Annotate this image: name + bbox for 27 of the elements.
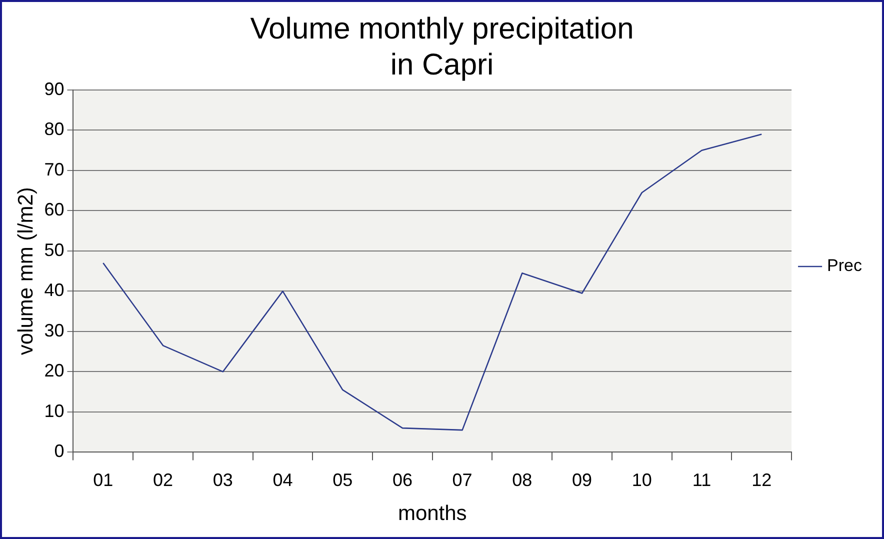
y-axis-title: volume mm (l/m2) bbox=[14, 187, 38, 356]
y-tick-label: 0 bbox=[54, 441, 64, 462]
x-tick-label: 12 bbox=[752, 470, 772, 490]
y-tick-label: 90 bbox=[44, 78, 64, 99]
x-tick-label: 08 bbox=[512, 470, 532, 490]
x-tick-label: 06 bbox=[392, 470, 412, 490]
x-tick-label: 04 bbox=[272, 470, 293, 490]
x-tick-label: 05 bbox=[332, 470, 353, 490]
y-tick-label: 20 bbox=[44, 360, 64, 381]
x-tick-label: 03 bbox=[212, 470, 233, 490]
y-tick-label: 40 bbox=[44, 280, 64, 300]
legend-label: Prec bbox=[827, 256, 862, 276]
x-tick-label: 11 bbox=[692, 470, 712, 490]
y-tick-label: 50 bbox=[44, 240, 64, 260]
x-tick-label: 01 bbox=[93, 470, 114, 490]
y-tick-label: 10 bbox=[44, 400, 64, 421]
y-tick-label: 60 bbox=[44, 200, 64, 220]
x-tick-label: 02 bbox=[152, 470, 174, 490]
x-tick-label: 10 bbox=[632, 470, 652, 490]
x-axis-title: months bbox=[398, 502, 467, 526]
y-tick-label: 70 bbox=[44, 159, 64, 180]
y-tick-label: 80 bbox=[44, 119, 64, 140]
x-tick-label: 09 bbox=[572, 470, 592, 490]
y-tick-label: 30 bbox=[44, 320, 64, 340]
text: Volume monthly precipitation bbox=[250, 12, 634, 46]
text: in Capri bbox=[390, 48, 494, 82]
x-tick-label: 07 bbox=[452, 470, 472, 490]
